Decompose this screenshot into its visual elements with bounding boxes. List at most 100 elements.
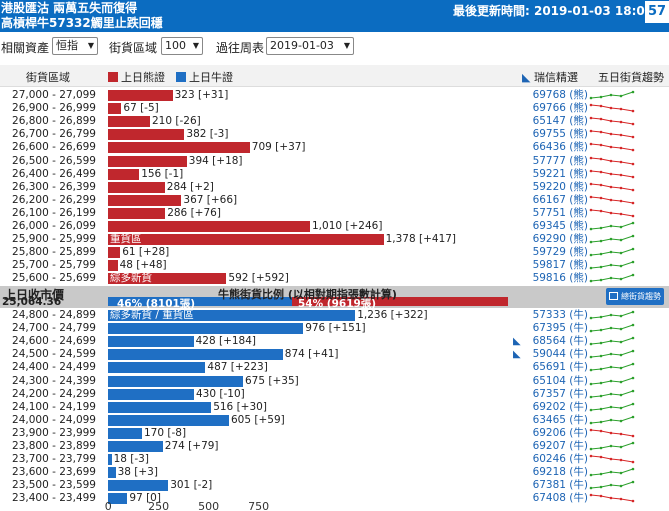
news-headline-2[interactable]: 高槓桿牛57332觸里止跌回穩 <box>1 16 163 30</box>
sparkline-point <box>599 455 603 459</box>
bear-bar[interactable] <box>108 247 121 259</box>
warrant-code-link[interactable]: 69290 (熊) <box>532 233 588 246</box>
value-label: 156 [-1] <box>141 167 184 180</box>
warrant-code-link[interactable]: 65104 (牛) <box>532 374 588 387</box>
warrant-code-link[interactable]: 59220 (熊) <box>532 180 588 193</box>
total-trend-button[interactable]: 總街貨趨勢 <box>606 288 664 305</box>
table-row: 25,600 - 25,699 綜多新貨 592 [+592] 59816 (熊) <box>0 272 669 285</box>
sparkline-point <box>589 96 593 100</box>
sparkline-point <box>631 221 635 225</box>
value-label: 210 [-26] <box>152 115 201 128</box>
bull-bar[interactable] <box>108 349 283 361</box>
sparkline-point <box>619 251 623 255</box>
warrant-code-link[interactable]: 57777 (熊) <box>532 154 588 167</box>
table-row: 23,700 - 23,799 18 [-3] 60246 (牛) <box>0 453 669 466</box>
warrant-code-link[interactable]: 69755 (熊) <box>532 128 588 141</box>
sparkline-point <box>619 340 623 344</box>
bear-bar[interactable] <box>108 129 185 141</box>
asset-select[interactable]: 恒指 ▼ <box>52 37 98 55</box>
warrant-code-link[interactable]: 59729 (熊) <box>532 246 588 259</box>
sparkline-point <box>619 147 623 150</box>
sparkline-point <box>599 239 603 243</box>
sparkline-point <box>589 382 593 385</box>
bear-bar[interactable] <box>108 234 384 246</box>
bull-legend-label: 上日牛證 <box>189 71 233 84</box>
bar-label: 綜多新貨 <box>110 272 152 285</box>
bull-bar[interactable] <box>108 310 356 321</box>
sparkline-point <box>619 199 623 203</box>
sparkline-point <box>599 315 603 319</box>
bull-bar[interactable] <box>108 467 116 479</box>
news-headline-1[interactable]: 港股匯沽 兩萬五失而復得 <box>1 1 138 15</box>
warrant-code-link[interactable]: 69206 (牛) <box>532 426 588 439</box>
sparkline-point <box>631 188 635 191</box>
bull-bar[interactable] <box>108 414 229 426</box>
sparkline-point <box>599 117 603 121</box>
warrant-code-link[interactable]: 67408 (牛) <box>532 492 588 505</box>
zone-select[interactable]: 100 ▼ <box>161 37 203 55</box>
warrant-code-link[interactable]: 59817 (熊) <box>532 259 588 272</box>
corner-box[interactable]: 57 <box>645 1 669 23</box>
bear-bar[interactable] <box>108 207 166 219</box>
bull-bar[interactable] <box>108 493 128 505</box>
sparkline-point <box>599 183 603 186</box>
bull-bar[interactable] <box>108 388 194 400</box>
warrant-code-link[interactable]: 67381 (牛) <box>532 479 588 492</box>
bear-bar[interactable] <box>108 142 250 154</box>
bull-bar[interactable] <box>108 336 194 348</box>
sparkline-point <box>599 472 603 476</box>
warrant-code-link[interactable]: 57751 (熊) <box>532 206 588 219</box>
bear-bar[interactable] <box>108 168 140 180</box>
table-row: 24,200 - 24,299 430 [-10] 67357 (牛) <box>0 388 669 401</box>
bear-bar[interactable] <box>108 103 122 115</box>
bear-bar[interactable] <box>108 155 187 167</box>
week-select[interactable]: 2019-01-03 ▼ <box>266 37 354 55</box>
range-label: 23,500 - 23,599 <box>12 479 96 492</box>
warrant-code-link[interactable]: 59044 (牛) <box>532 348 588 361</box>
bull-bar[interactable] <box>108 401 212 413</box>
warrant-code-link[interactable]: 67357 (牛) <box>532 387 588 400</box>
bear-bar[interactable] <box>108 181 165 193</box>
warrant-code-link[interactable]: 69345 (熊) <box>532 220 588 232</box>
bear-bar[interactable] <box>108 90 173 101</box>
bear-bar[interactable] <box>108 116 150 128</box>
warrant-code-link[interactable]: 59816 (熊) <box>532 272 588 285</box>
sparkline-point <box>599 328 603 332</box>
warrant-code-link[interactable]: 68564 (牛) <box>532 335 588 348</box>
warrant-code-link[interactable]: 66167 (熊) <box>532 193 588 206</box>
bear-bar[interactable] <box>108 273 227 285</box>
bull-bar[interactable] <box>108 441 163 452</box>
warrant-code-link[interactable]: 60246 (牛) <box>532 453 588 466</box>
warrant-code-link[interactable]: 69218 (牛) <box>532 466 588 479</box>
range-label: 25,900 - 25,999 <box>12 233 96 246</box>
value-label: 38 [+3] <box>117 466 158 479</box>
warrant-code-link[interactable]: 69766 (熊) <box>532 102 588 115</box>
bear-bar[interactable] <box>108 194 182 206</box>
warrant-code-link[interactable]: 65691 (牛) <box>532 361 588 374</box>
bull-bar[interactable] <box>108 427 142 439</box>
warrant-code-link[interactable]: 69207 (牛) <box>532 440 588 452</box>
bull-bar[interactable] <box>108 362 206 374</box>
pick-icon: ◣ <box>522 71 531 84</box>
warrant-code-link[interactable]: 67395 (牛) <box>532 322 588 335</box>
warrant-code-link[interactable]: 69768 (熊) <box>532 89 588 101</box>
sparkline-point <box>631 349 635 353</box>
warrant-code-link[interactable]: 57333 (牛) <box>532 309 588 321</box>
sparkline-point <box>631 363 635 366</box>
warrant-code-link[interactable]: 65147 (熊) <box>532 115 588 128</box>
week-select-value: 2019-01-03 <box>270 39 334 52</box>
warrant-code-link[interactable]: 63465 (牛) <box>532 413 588 426</box>
bull-bar[interactable] <box>108 480 169 492</box>
warrant-code-link[interactable]: 66436 (熊) <box>532 141 588 154</box>
warrant-code-link[interactable]: 59221 (熊) <box>532 167 588 180</box>
bull-bar[interactable] <box>108 323 304 335</box>
bull-bar[interactable] <box>108 454 112 466</box>
warrant-code-link[interactable]: 69202 (牛) <box>532 400 588 413</box>
value-label: 274 [+79] <box>164 440 219 452</box>
sparkline-point <box>631 109 635 113</box>
sparkline-point <box>619 314 623 318</box>
bear-bar[interactable] <box>108 260 118 272</box>
bear-bar[interactable] <box>108 221 310 232</box>
bull-bar[interactable] <box>108 375 243 387</box>
sparkline <box>589 129 635 139</box>
